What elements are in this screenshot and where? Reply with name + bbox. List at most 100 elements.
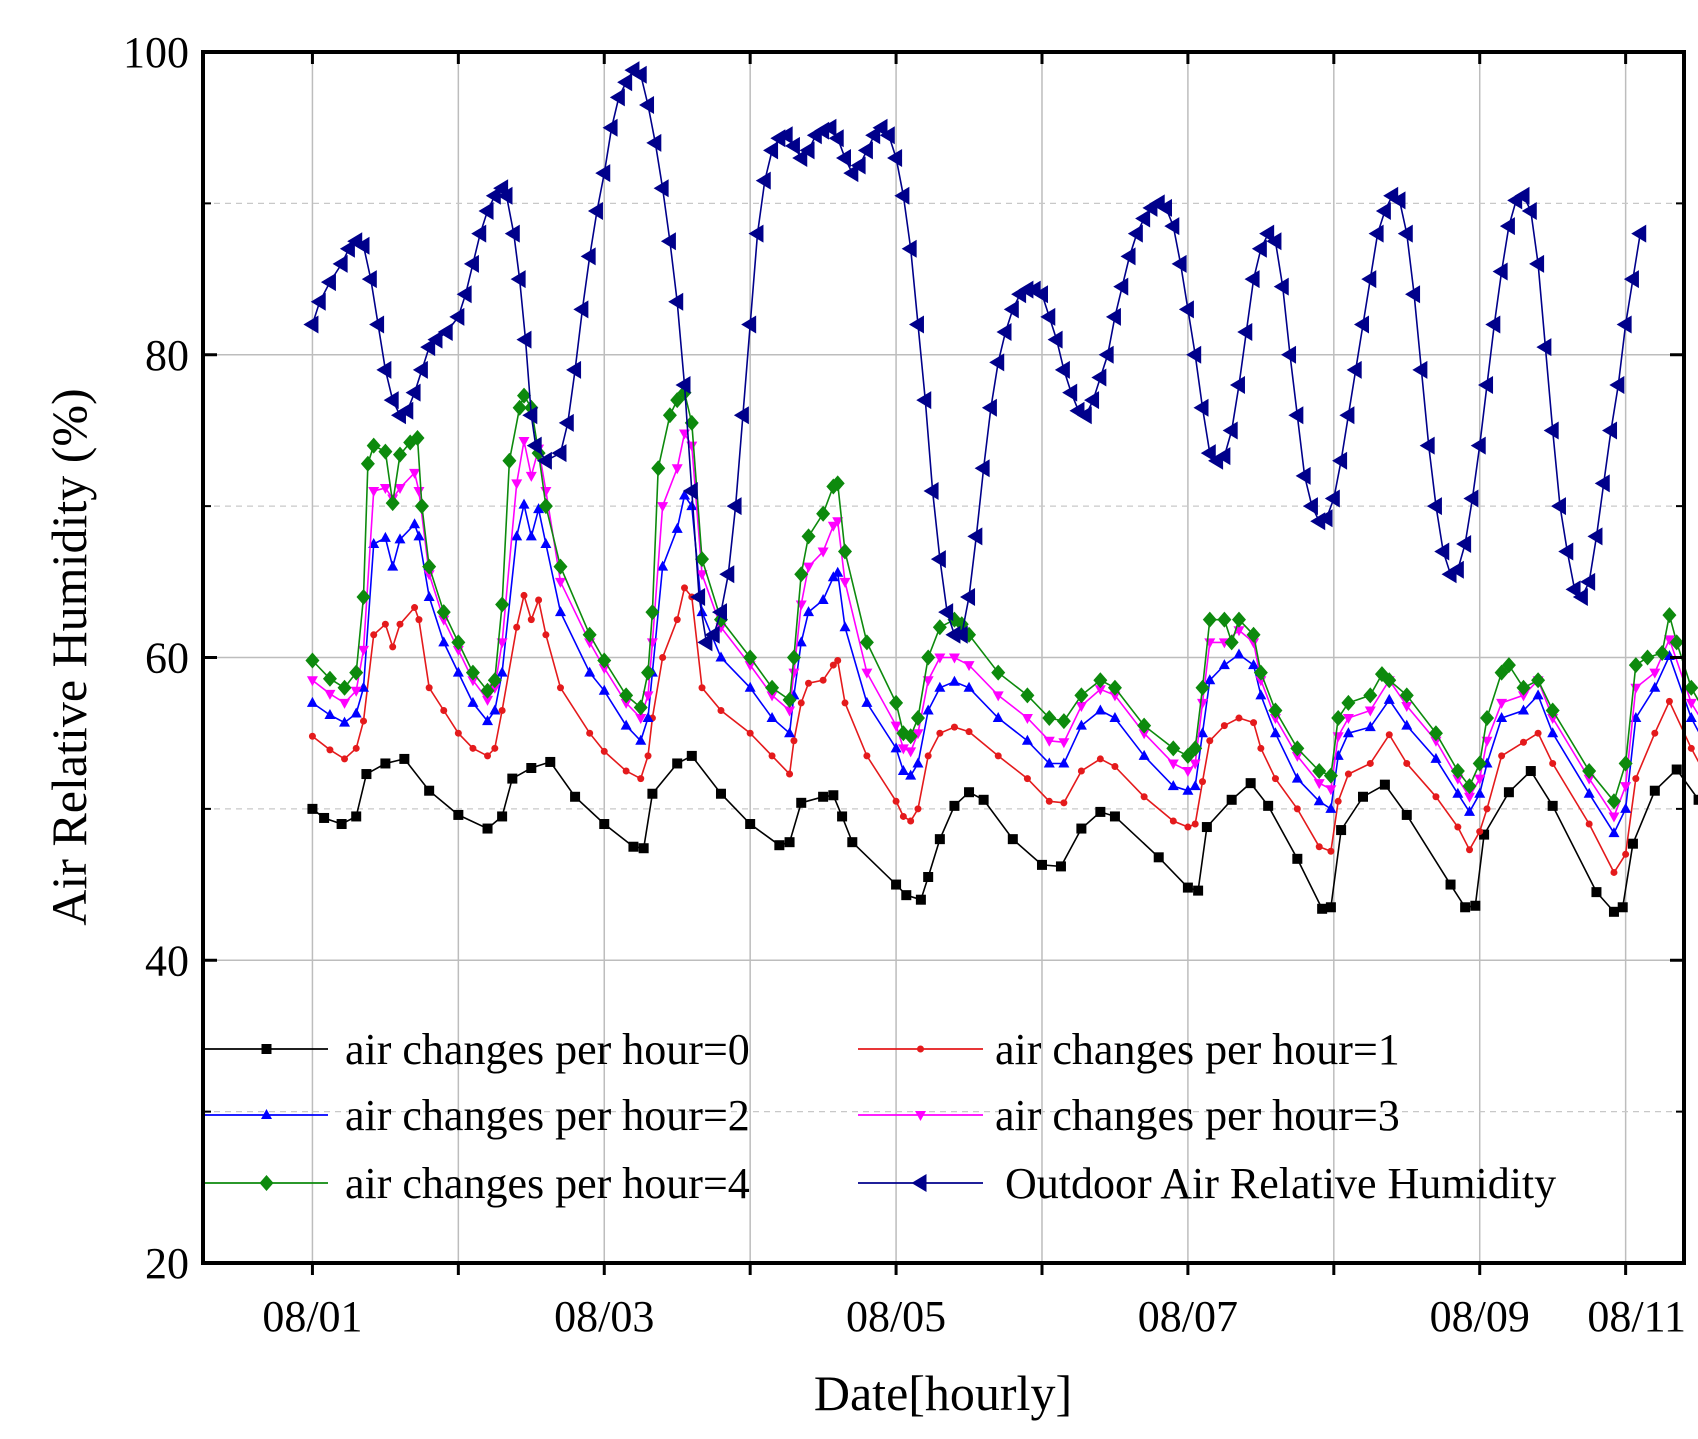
axes: 20 40 60 80 100 08/01 08/03 08/05 08/07 08/09 08/1… [123,28,1686,1341]
data-point [715,623,727,634]
data-point [1263,800,1274,811]
data-point [1649,668,1661,679]
data-point [1332,451,1348,470]
data-point [981,398,997,417]
data-point [1032,285,1048,304]
data-point [1056,713,1071,730]
data-point [797,699,805,707]
data-point [901,890,912,901]
data-point [379,531,391,542]
data-point [336,819,347,830]
data-point [451,634,466,651]
data-point [584,666,596,677]
data-point [1226,794,1237,805]
data-point [1325,785,1337,796]
data-point [1127,224,1143,243]
data-point [834,657,842,665]
data-point [319,812,330,823]
data-point [715,788,726,799]
data-point [1269,727,1281,738]
data-point [358,681,370,692]
data-point [409,518,421,529]
data-point [695,551,710,568]
data-point [792,148,808,167]
data-point [949,800,960,811]
data-point [261,1044,272,1054]
data-point [796,797,807,808]
data-point [828,790,839,801]
data-point [1521,201,1537,220]
data-point [495,596,510,613]
data-point [1631,224,1647,243]
data-point [637,775,645,783]
data-point [1536,338,1552,357]
data-point [1454,823,1462,831]
legend-label: air changes per hour=4 [345,1159,750,1208]
data-point [1385,731,1393,739]
data-point [259,1175,274,1191]
data-point [366,437,381,454]
data-point [1094,704,1106,715]
data-point [795,636,807,647]
data-point [934,834,945,845]
data-point [538,498,553,515]
data-point [1620,802,1632,813]
data-point [1397,224,1413,243]
data-point [1587,527,1603,546]
data-point [717,706,725,714]
data-point [324,689,336,700]
data-point [1166,740,1181,757]
data-point [788,668,800,679]
data-point [1480,710,1495,727]
data-point [628,841,639,852]
data-point [686,750,697,761]
data-point [378,443,393,460]
data-point [839,621,851,632]
data-point [582,626,597,643]
data-point [660,232,676,251]
data-point [651,460,666,477]
data-point [991,664,1006,681]
data-point [903,728,918,745]
data-point [1167,759,1179,770]
data-point [1201,822,1212,833]
data-point [1120,247,1136,266]
data-point [1246,626,1261,643]
legend-label: air changes per hour=1 [995,1025,1400,1074]
data-point [774,840,785,851]
data-point [558,413,574,432]
data-point [1195,679,1210,696]
legend-label: air changes per hour=3 [995,1091,1400,1140]
data-point [1113,277,1129,296]
data-point [915,1111,926,1121]
data-point [1460,902,1471,913]
data-point [1685,712,1697,723]
data-point [1204,674,1216,685]
data-point [1021,714,1033,725]
data-point [1302,497,1318,516]
data-point [1189,759,1201,770]
data-point [1178,300,1194,319]
data-point [930,550,946,569]
data-point [790,737,798,745]
data-point [1623,270,1639,289]
data-point [1003,300,1019,319]
data-point [817,547,829,558]
data-point [1620,782,1632,793]
data-point [1193,398,1209,417]
data-point [696,570,708,581]
data-point [1342,714,1354,725]
data-point [682,481,698,500]
data-point [671,464,683,475]
data-point [952,625,968,644]
data-point [1047,330,1063,349]
data-point [513,623,521,631]
y-tick-label: 100 [123,28,189,77]
data-point [832,517,844,528]
data-point [1662,607,1677,624]
data-point [1558,542,1574,561]
data-point [765,679,780,696]
data-point [672,758,683,769]
data-point [897,744,909,755]
legend-item: air changes per hour=3 [858,1091,1400,1140]
